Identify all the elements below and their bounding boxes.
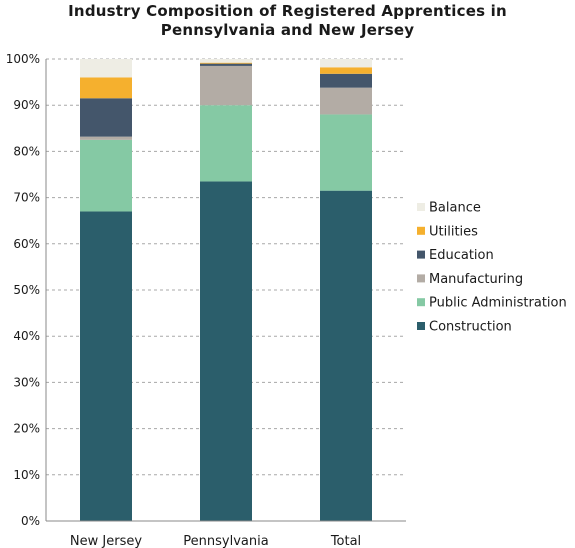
bar-segment bbox=[200, 105, 252, 182]
bar-segment bbox=[320, 59, 372, 68]
legend-swatch bbox=[417, 274, 425, 283]
x-axis-category-labels: New Jersey Pennsylvania Total bbox=[70, 534, 361, 548]
y-tick-label: 70% bbox=[13, 191, 40, 205]
legend-label: Balance bbox=[429, 201, 481, 216]
legend-swatch bbox=[417, 322, 425, 330]
bar-segment bbox=[200, 65, 252, 106]
y-tick-label: 50% bbox=[13, 283, 40, 297]
legend-swatch bbox=[417, 250, 425, 259]
y-tick-label: 100% bbox=[6, 52, 40, 66]
bar-segment bbox=[320, 190, 372, 522]
x-category-label: Total bbox=[330, 534, 361, 548]
bar-segment bbox=[320, 114, 372, 191]
bar-segment bbox=[200, 181, 252, 521]
y-tick-label: 60% bbox=[13, 237, 40, 251]
legend-label: Education bbox=[429, 248, 494, 263]
bar-segment bbox=[320, 87, 372, 115]
bar-segment bbox=[80, 59, 132, 78]
legend: Balance Utilities Education Manufacturing Pu… bbox=[417, 201, 567, 335]
y-tick-label: 90% bbox=[13, 98, 40, 112]
y-tick-label: 80% bbox=[13, 144, 40, 158]
legend-swatch bbox=[417, 298, 425, 307]
chart-title: Industry Composition of Registered Appre… bbox=[0, 2, 575, 40]
bar-segment bbox=[80, 136, 132, 140]
bar-segment bbox=[80, 98, 132, 137]
bar-segment bbox=[200, 63, 252, 66]
y-tick-label: 40% bbox=[13, 329, 40, 343]
bar-segment bbox=[80, 77, 132, 99]
x-category-label: New Jersey bbox=[70, 534, 142, 548]
y-tick-label: 20% bbox=[13, 422, 40, 436]
y-tick-label: 30% bbox=[13, 375, 40, 389]
bar-segment bbox=[320, 67, 372, 74]
y-tick-label: 10% bbox=[13, 468, 40, 482]
legend-label: Public Administration bbox=[429, 296, 567, 311]
y-tick-label: 0% bbox=[21, 514, 40, 528]
bar-segment bbox=[200, 62, 252, 64]
axes bbox=[45, 59, 406, 522]
legend-swatch bbox=[417, 226, 425, 235]
bars bbox=[80, 59, 372, 522]
legend-swatch bbox=[417, 203, 425, 211]
chart-title-line-2: Pennsylvania and New Jersey bbox=[160, 21, 415, 39]
bar-segment bbox=[80, 139, 132, 212]
x-category-label: Pennsylvania bbox=[183, 534, 268, 548]
chart-title-line-1: Industry Composition of Registered Appre… bbox=[68, 2, 507, 20]
bar-segment bbox=[320, 73, 372, 88]
bar-segment bbox=[80, 211, 132, 521]
legend-label: Utilities bbox=[429, 224, 478, 239]
legend-label: Construction bbox=[429, 320, 512, 335]
bar-segment bbox=[200, 59, 252, 63]
y-axis-tick-labels: 0% 10% 20% 30% 40% 50% 60% 70% 80% 90% 100% bbox=[6, 52, 40, 528]
legend-label: Manufacturing bbox=[429, 272, 523, 287]
